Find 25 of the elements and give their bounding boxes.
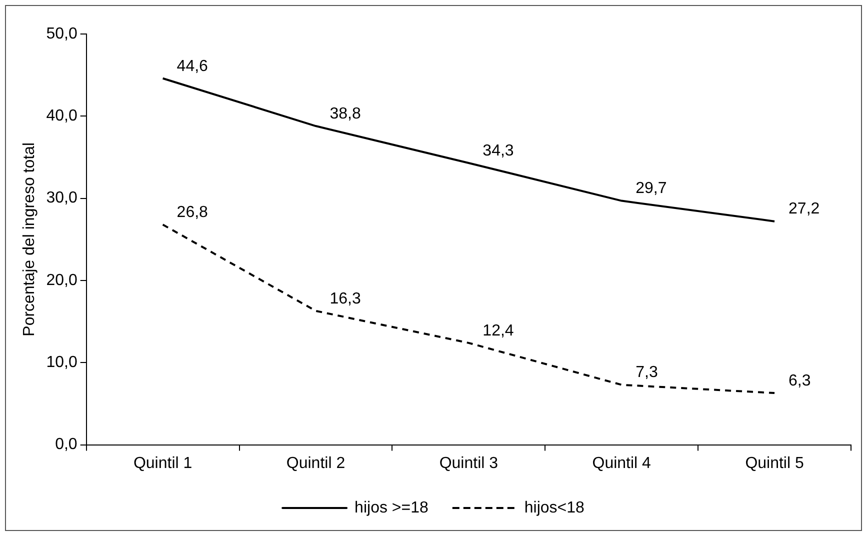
y-tick-label: 50,0 — [46, 25, 78, 42]
data-label: 44,6 — [176, 58, 208, 75]
x-tick-label: Quintil 5 — [745, 454, 804, 472]
y-tick-label: 10,0 — [46, 354, 78, 372]
data-label: 26,8 — [176, 204, 208, 222]
x-tick-label: Quintil 2 — [286, 454, 346, 472]
y-tick-label: 30,0 — [46, 190, 78, 207]
x-tick-label: Quintil 3 — [439, 454, 498, 472]
y-tick-label: 40,0 — [46, 108, 78, 125]
y-tick-label: 20,0 — [46, 272, 78, 289]
legend-label: hijos<18 — [524, 499, 585, 516]
x-tick-label: Quintil 1 — [133, 454, 192, 472]
data-label: 34,3 — [482, 142, 514, 160]
data-label: 38,8 — [330, 105, 361, 122]
data-label: 7,3 — [636, 364, 658, 382]
data-label: 6,3 — [788, 372, 811, 390]
y-axis-title: Porcentaje del ingreso total — [21, 142, 38, 336]
line-series — [162, 224, 776, 394]
legend-label: hijos >=18 — [354, 499, 428, 516]
data-label: 16,3 — [330, 290, 361, 308]
x-tick-label: Quintil 4 — [592, 454, 652, 472]
y-tick-label: 0,0 — [55, 436, 78, 454]
data-label: 27,2 — [788, 200, 820, 218]
data-label: 12,4 — [482, 322, 514, 340]
data-label: 29,7 — [636, 180, 667, 198]
